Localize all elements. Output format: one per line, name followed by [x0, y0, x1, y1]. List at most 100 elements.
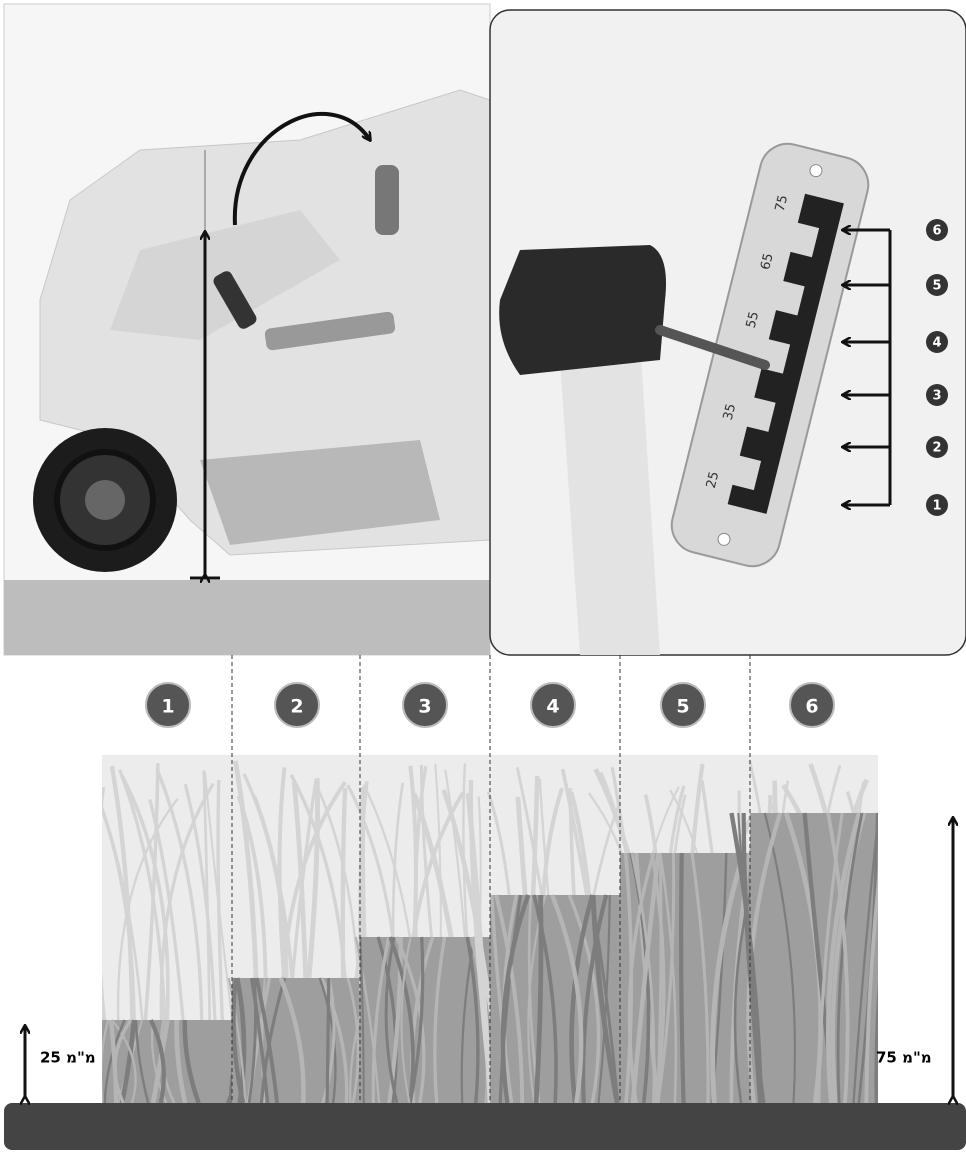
grass-blade [325, 977, 331, 1103]
lift-arrow [232, 111, 370, 226]
grass-blade [254, 977, 280, 1103]
position-badge [926, 436, 948, 458]
scale-label: 65 [758, 252, 777, 272]
grass-blade [658, 852, 678, 1103]
grass-blade [494, 894, 525, 1103]
grass-blade [630, 852, 661, 1103]
mower-deck [200, 440, 440, 545]
uncut-grass [620, 755, 750, 853]
grass-blade [569, 894, 595, 1103]
side-lever [375, 165, 399, 235]
grass-blade [650, 852, 666, 1103]
grass-blade [359, 936, 365, 1103]
grass-blade [836, 812, 864, 1103]
ground [4, 1103, 966, 1150]
grass-blade [134, 1019, 150, 1103]
lever-rod [655, 325, 770, 370]
grass-blade [108, 1019, 119, 1103]
level-badge [530, 682, 576, 728]
grass-blade [533, 894, 544, 1103]
grass-blade [400, 936, 412, 1103]
mower-panel [3, 3, 491, 656]
grass-blade [630, 852, 656, 1103]
heights-panel: 1 2 3 4 5 6 25 מ"מ 75 מ"מ [4, 655, 966, 1150]
position-badge [926, 331, 948, 353]
grass-blade [465, 792, 493, 1103]
housing [560, 340, 660, 655]
position-number: 4 [932, 336, 941, 351]
level-number: 5 [676, 696, 689, 718]
min-height-label: 25 מ"מ [40, 1049, 96, 1067]
scale-label: 25 [704, 470, 723, 490]
grass-blade [102, 1019, 110, 1103]
position-badge [926, 384, 948, 406]
grass-blade [119, 1019, 137, 1103]
grass-blade [567, 894, 601, 1103]
grass-blade [346, 977, 360, 1103]
grass-blade [550, 894, 584, 1103]
grass-blade [150, 1019, 170, 1103]
max-height-label: 75 מ"מ [876, 1049, 932, 1067]
scale-label: 75 [773, 194, 792, 214]
height-lever [213, 271, 257, 329]
grass-blade [826, 812, 850, 1103]
grass-blade [460, 936, 476, 1103]
grass-blade [388, 936, 415, 1103]
slider-plate: 75 65 55 35 25 [670, 142, 870, 568]
floor [4, 580, 490, 655]
grass-blade [231, 977, 246, 1103]
screw [717, 532, 731, 546]
grass-blade [874, 981, 878, 1103]
level-badge [274, 682, 320, 728]
grass-blade [371, 936, 391, 1103]
level-number: 1 [161, 696, 174, 718]
grass-blade [581, 894, 609, 1103]
grass-blade [763, 812, 797, 1103]
position-number: 1 [932, 499, 941, 514]
grass-blade [103, 1019, 126, 1103]
grass-blade [384, 936, 399, 1103]
position-number: 2 [932, 441, 941, 456]
level-number: 6 [805, 696, 818, 718]
screw [809, 164, 823, 178]
grass-blade [710, 852, 746, 1103]
lever-grip [499, 245, 666, 375]
position-badge [926, 274, 948, 296]
position-badge [926, 494, 948, 516]
grass-blade [852, 812, 878, 1103]
grass-blade [589, 894, 620, 1103]
level-badge [660, 682, 706, 728]
grass-blade [111, 1019, 137, 1103]
grass-blade [817, 812, 844, 1103]
grass-blade [729, 812, 764, 1103]
grass-blade [433, 936, 447, 1103]
grass-blade [247, 977, 257, 1103]
notches [727, 193, 844, 514]
grass-blade [690, 852, 710, 1103]
grass-blade [864, 871, 878, 1103]
level-number: 2 [290, 696, 303, 718]
grass-blade [623, 852, 634, 1103]
position-number: 6 [932, 224, 941, 239]
grass-blade [149, 1019, 166, 1103]
wheel-hub [85, 480, 125, 520]
position-number: 5 [932, 279, 941, 294]
grass-blade [826, 812, 862, 1103]
grass-blade [679, 852, 686, 1103]
level-badge [789, 682, 835, 728]
grass-blade [656, 852, 676, 1103]
position-number: 3 [932, 389, 941, 404]
grass-blade [278, 977, 306, 1103]
height-slot [264, 311, 396, 351]
scale-label: 35 [721, 402, 740, 422]
scale-label: 55 [744, 310, 763, 330]
level-badge [402, 682, 448, 728]
position-badge [926, 219, 948, 241]
grass-blade [498, 894, 523, 1103]
grass-blade [182, 1019, 201, 1103]
grass-blade [174, 1019, 188, 1103]
level-badge [145, 682, 191, 728]
level-number: 3 [418, 696, 431, 718]
